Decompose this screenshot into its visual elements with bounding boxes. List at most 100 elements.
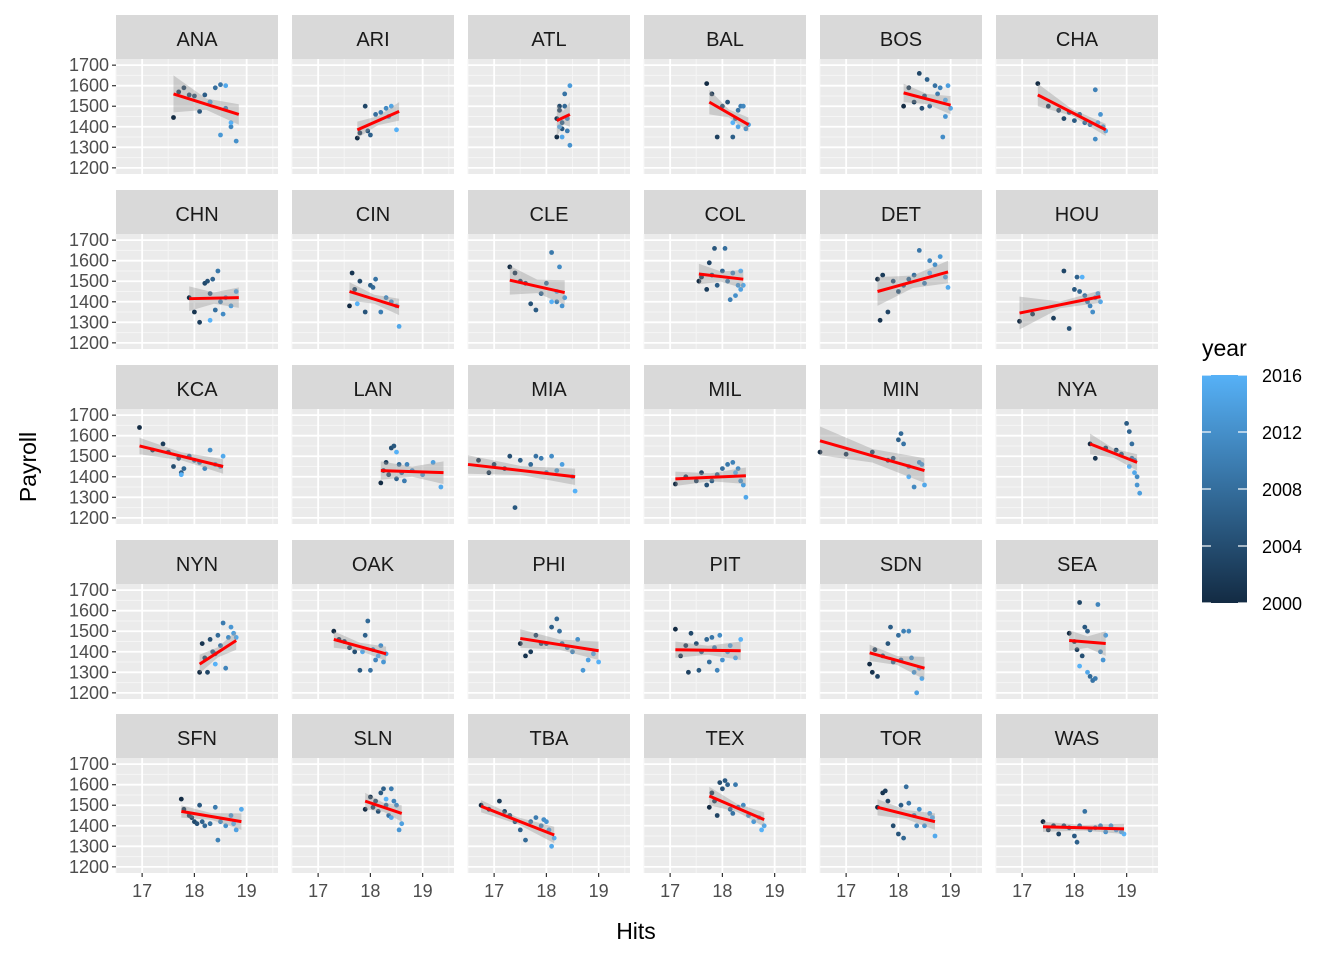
strip-label: KCA — [176, 379, 218, 401]
data-point — [554, 134, 560, 140]
data-point — [507, 453, 513, 459]
data-point — [189, 815, 195, 820]
data-point — [751, 819, 757, 825]
data-point — [906, 800, 912, 806]
data-point — [877, 317, 883, 323]
data-point — [927, 258, 933, 264]
data-point — [533, 815, 539, 820]
facet-panel-sea: SEA — [995, 540, 1158, 699]
data-point — [562, 295, 568, 301]
data-point — [1100, 657, 1106, 663]
legend-tick-label: 2000 — [1262, 594, 1302, 614]
confidence-band — [556, 102, 570, 137]
data-point — [365, 618, 371, 624]
facet-panel-bal: BAL — [643, 15, 806, 174]
data-point — [202, 466, 208, 471]
data-point — [693, 641, 699, 646]
x-tick-label: 17 — [484, 881, 504, 901]
facet-panel-cin: CIN — [291, 190, 454, 349]
data-point — [1082, 624, 1088, 630]
data-point — [1035, 81, 1041, 86]
data-point — [932, 262, 938, 268]
data-point — [901, 103, 906, 109]
data-point — [559, 303, 565, 309]
data-point — [943, 114, 948, 119]
data-point — [362, 309, 368, 315]
strip-background — [116, 714, 278, 758]
data-point — [712, 246, 717, 251]
data-point — [354, 135, 360, 141]
x-tick-label: 18 — [184, 881, 204, 901]
data-point — [160, 441, 166, 447]
data-point — [567, 83, 573, 89]
data-point — [362, 806, 368, 812]
data-point — [1126, 464, 1132, 469]
data-point — [704, 287, 710, 292]
data-point — [696, 278, 702, 284]
data-point — [176, 89, 182, 95]
fit-line — [356, 109, 400, 132]
strip-label: TEX — [706, 728, 745, 750]
fit-line — [877, 270, 949, 293]
strip-label: TBA — [530, 728, 570, 750]
strip-background — [996, 15, 1158, 59]
fit-line — [556, 113, 571, 122]
data-point — [538, 291, 544, 296]
data-point — [218, 643, 223, 648]
data-point — [373, 657, 378, 663]
fit-line — [509, 278, 566, 294]
data-point — [743, 126, 749, 132]
data-point — [402, 478, 407, 484]
data-point — [388, 103, 394, 109]
data-point — [220, 620, 226, 626]
x-tick-label: 17 — [132, 881, 152, 901]
data-point — [383, 105, 389, 111]
data-point — [922, 280, 927, 286]
data-point — [517, 827, 523, 833]
data-point — [709, 790, 715, 796]
data-point — [1066, 326, 1072, 331]
data-point — [1082, 809, 1088, 814]
data-point — [192, 93, 197, 99]
data-point — [197, 319, 203, 325]
strip-background — [996, 714, 1158, 758]
y-tick-label: 1500 — [69, 446, 109, 466]
data-point — [937, 254, 943, 259]
data-point — [549, 299, 554, 305]
data-point — [880, 272, 886, 278]
data-point — [557, 107, 562, 113]
data-point — [733, 293, 738, 298]
data-point — [911, 669, 917, 675]
facet-panel-nyn: NYN — [115, 540, 278, 699]
data-point — [383, 460, 389, 465]
data-point — [394, 127, 399, 133]
data-point — [699, 470, 704, 476]
data-point — [709, 91, 715, 97]
data-point — [562, 91, 568, 97]
data-point — [945, 83, 951, 89]
data-point — [210, 276, 216, 282]
strip-background — [820, 190, 982, 234]
data-point — [528, 649, 534, 655]
data-point — [178, 472, 184, 478]
strip-background — [644, 540, 806, 584]
y-tick-label: 1200 — [69, 857, 109, 877]
data-point — [171, 115, 176, 120]
strip-background — [820, 15, 982, 59]
data-point — [885, 798, 891, 804]
data-point — [381, 659, 386, 665]
data-point — [914, 690, 920, 696]
data-point — [725, 278, 730, 284]
data-point — [678, 653, 683, 659]
facet-panel-phi: PHI — [467, 540, 630, 699]
data-point — [704, 81, 710, 86]
data-point — [1132, 470, 1137, 476]
data-point — [533, 453, 539, 459]
strip-background — [468, 190, 630, 234]
fit-line — [877, 805, 936, 824]
data-point — [233, 827, 239, 833]
facet-panel-pit: PIT — [643, 540, 806, 699]
y-tick-label: 1700 — [69, 230, 109, 250]
y-tick-label: 1400 — [69, 467, 109, 487]
data-point — [373, 112, 378, 117]
